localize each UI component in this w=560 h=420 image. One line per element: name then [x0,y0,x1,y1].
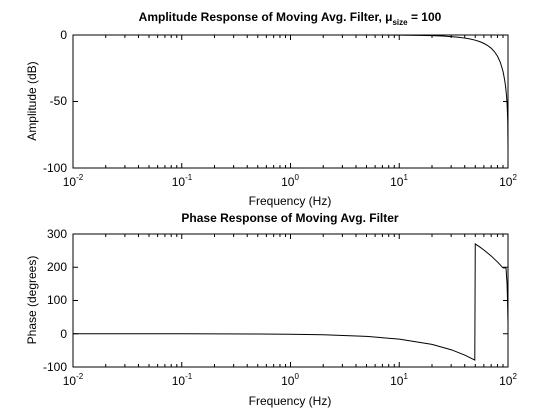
amplitude-axes-box [73,35,508,168]
phase-ytick-label: 0 [60,327,67,341]
amplitude-ytick-labels: 0 -50 -100 [43,28,67,175]
amplitude-xtick-label: 10-1 [172,173,193,189]
amplitude-ytick-label: 0 [60,28,67,42]
phase-xtick-label: 10-1 [172,372,193,388]
phase-xtick-labels: 10-2 10-1 100 101 102 [63,372,518,388]
amplitude-title-end: = 100 [408,10,442,24]
amplitude-y-axis-label: Amplitude (dB) [25,61,39,140]
phase-xtick-label: 100 [281,372,299,388]
amplitude-x-axis-label: Frequency (Hz) [249,194,332,208]
amplitude-title-text: Amplitude Response of Moving Avg. Filter… [139,10,385,24]
amplitude-ytick-label: -50 [50,94,68,108]
phase-ytick-label: 300 [47,227,67,241]
phase-xtick-label: 101 [390,372,408,388]
amplitude-xtick-label: 102 [499,173,517,189]
phase-ytick-label: -100 [43,360,67,374]
phase-title: Phase Response of Moving Avg. Filter [181,211,398,225]
amplitude-xtick-label: 10-2 [63,173,84,189]
amplitude-ytick-label: -100 [43,161,67,175]
amplitude-xtick-labels: 10-2 10-1 100 101 102 [63,173,518,189]
phase-ytick-label: 100 [47,293,67,307]
phase-ytick-labels: 300 200 100 0 -100 [43,227,67,374]
phase-x-axis-label: Frequency (Hz) [249,394,332,408]
amplitude-xtick-label: 101 [390,173,408,189]
phase-y-axis-label: Phase (degrees) [25,256,39,345]
phase-subplot: Phase Response of Moving Avg. Filter 300… [25,211,517,408]
phase-xtick-label: 10-2 [63,372,84,388]
phase-ytick-label: 200 [47,260,67,274]
amplitude-subplot: Amplitude Response of Moving Avg. Filter… [25,10,517,208]
amplitude-title: Amplitude Response of Moving Avg. Filter… [139,10,442,27]
amplitude-title-mu: μ [385,10,392,24]
amplitude-title-subscript: size [392,18,408,27]
phase-xtick-label: 102 [499,372,517,388]
amplitude-xtick-label: 100 [281,173,299,189]
